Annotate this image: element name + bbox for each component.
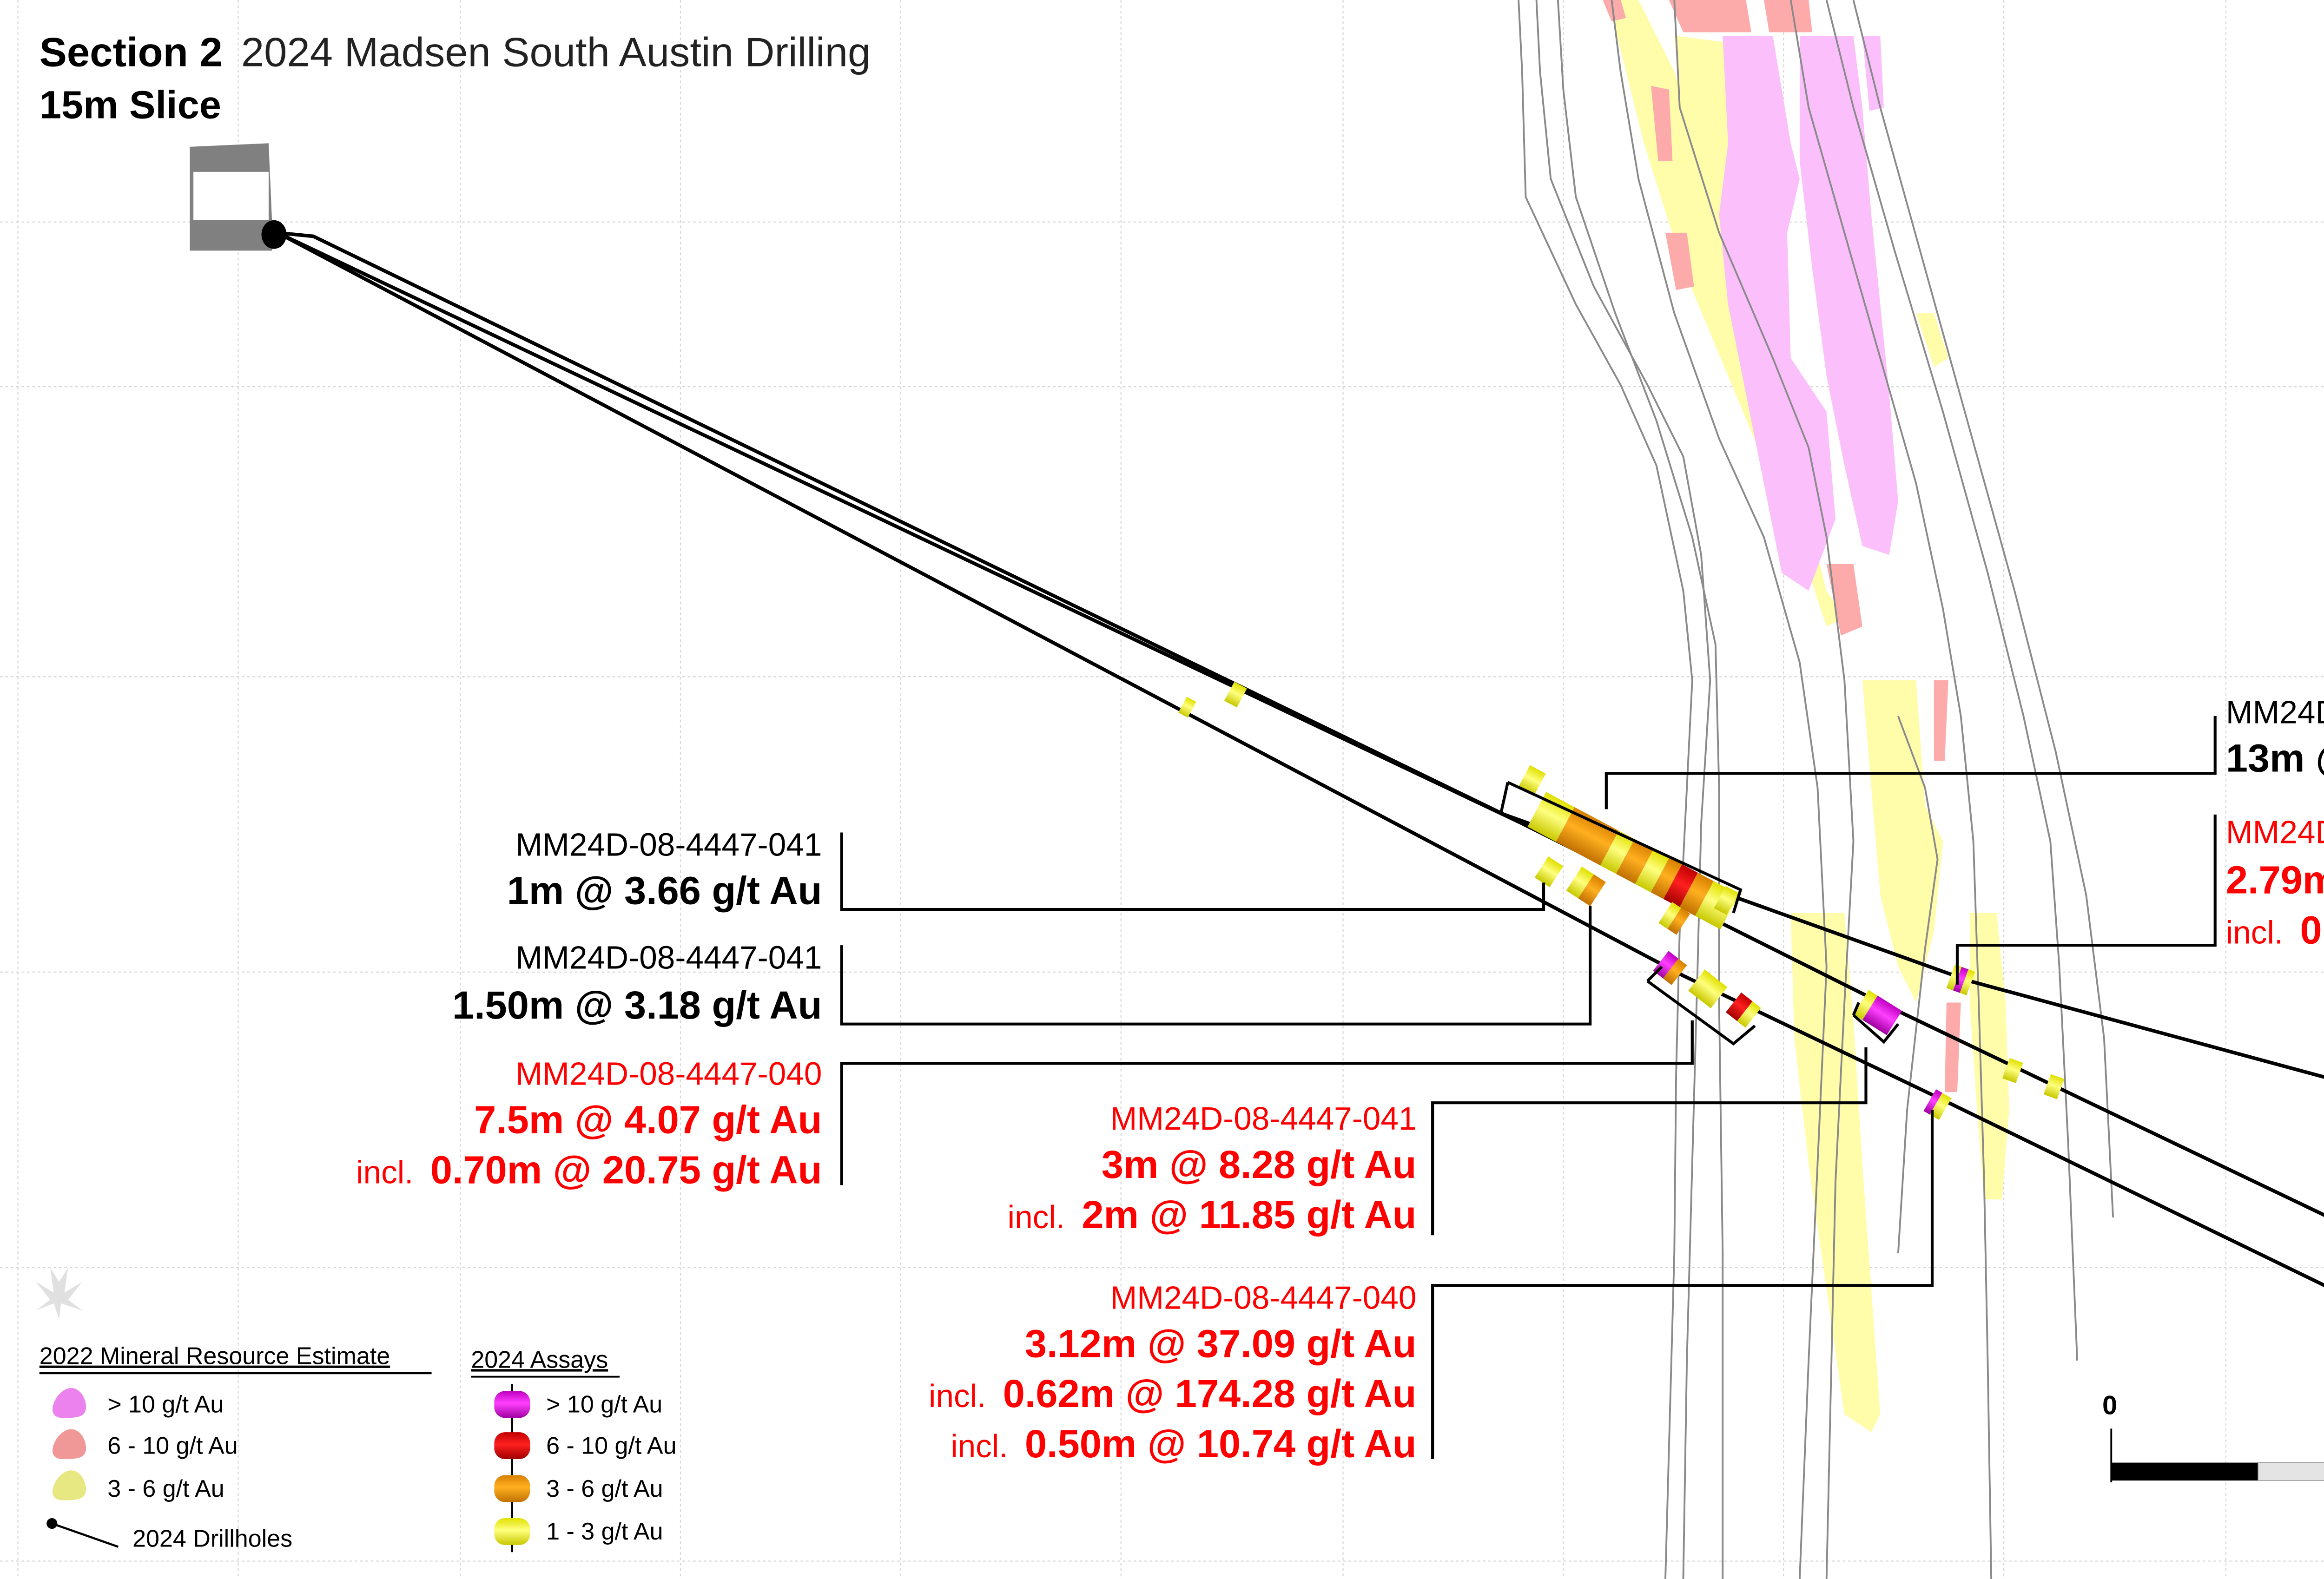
drill-collar xyxy=(190,143,287,251)
title-project: 2024 Madsen South Austin Drilling xyxy=(241,29,871,75)
svg-text:6 - 10 g/t Au: 6 - 10 g/t Au xyxy=(107,1432,238,1459)
leader-lines xyxy=(840,716,2217,1459)
annotation-039-b: MM24D-08-4447-039 2.79m @ 7.48 g/t Au in… xyxy=(2226,814,2324,952)
legend-swatch-assay-1-3 xyxy=(494,1518,530,1545)
svg-text:MM24D-08-4447-041: MM24D-08-4447-041 xyxy=(1110,1100,1416,1137)
svg-text:2.79m @ 7.48 g/t Au: 2.79m @ 7.48 g/t Au xyxy=(2226,857,2324,901)
legend-resource: 2022 Mineral Resource Estimate > 10 g/t … xyxy=(39,1343,432,1553)
svg-text:13m @ 3.00 g/t Au: 13m @ 3.00 g/t Au xyxy=(2226,736,2324,780)
legend-swatch-resource-gt10 xyxy=(52,1388,86,1418)
svg-text:3.12m @ 37.09 g/t Au: 3.12m @ 37.09 g/t Au xyxy=(1025,1321,1417,1365)
svg-text:> 10 g/t Au: > 10 g/t Au xyxy=(546,1391,662,1418)
svg-text:7.5m @ 4.07 g/t Au: 7.5m @ 4.07 g/t Au xyxy=(474,1098,822,1142)
resource-estimate-shapes xyxy=(1603,0,2009,1433)
svg-text:MM24D-08-4447-041: MM24D-08-4447-041 xyxy=(515,827,822,863)
svg-text:1m @ 3.66 g/t Au: 1m @ 3.66 g/t Au xyxy=(507,868,822,913)
title: Section 2 2024 Madsen South Austin Drill… xyxy=(40,29,871,75)
svg-text:2024 Drillholes: 2024 Drillholes xyxy=(132,1526,292,1553)
annotation-039-a: MM24D-08-4447-039 13m @ 3.00 g/t Au xyxy=(2226,694,2324,780)
svg-text:incl. 2m @ 11.85 g/t Au: incl. 2m @ 11.85 g/t Au xyxy=(1008,1192,1417,1237)
legend-swatch-resource-3-6 xyxy=(52,1470,86,1500)
annotation-040-b: MM24D-08-4447-040 3.12m @ 37.09 g/t Au i… xyxy=(929,1279,1416,1466)
annotation-041-a: MM24D-08-4447-041 1m @ 3.66 g/t Au xyxy=(507,827,822,913)
legend-swatch-assay-gt10 xyxy=(494,1391,530,1418)
svg-text:> 10 g/t Au: > 10 g/t Au xyxy=(107,1391,224,1418)
svg-text:3m @ 8.28 g/t Au: 3m @ 8.28 g/t Au xyxy=(1102,1142,1417,1186)
legend-swatch-assay-6-10 xyxy=(494,1432,530,1459)
title-block: Section 2 2024 Madsen South Austin Drill… xyxy=(40,29,871,127)
svg-text:2022 Mineral Resource Estimate: 2022 Mineral Resource Estimate xyxy=(40,1343,390,1370)
svg-text:0: 0 xyxy=(2102,1391,2117,1421)
annotation-040-a: MM24D-08-4447-040 7.5m @ 4.07 g/t Au inc… xyxy=(356,1056,822,1192)
drillhole-040 xyxy=(277,231,2324,1288)
compass-icon xyxy=(36,1267,83,1320)
annotation-041-c: MM24D-08-4447-041 3m @ 8.28 g/t Au incl.… xyxy=(1008,1100,1417,1237)
svg-text:MM24D-08-4447-041: MM24D-08-4447-041 xyxy=(515,939,822,975)
svg-text:1.50m @ 3.18 g/t Au: 1.50m @ 3.18 g/t Au xyxy=(452,983,822,1027)
svg-text:3 - 6 g/t Au: 3 - 6 g/t Au xyxy=(107,1475,224,1502)
legend-assays: 2024 Assays > 10 g/t Au 6 - 10 g/t Au 3 … xyxy=(471,1346,677,1553)
svg-text:MM24D-08-4447-040: MM24D-08-4447-040 xyxy=(515,1056,822,1092)
svg-text:incl. 0.70m @ 20.75 g/t: incl. 0.70m @ 20.75 g/t Au xyxy=(356,1148,822,1192)
svg-text:incl. 0.50m @ 10.74 g/t: incl. 0.50m @ 10.74 g/t Au xyxy=(951,1421,1416,1466)
svg-text:6 - 10 g/t Au: 6 - 10 g/t Au xyxy=(546,1432,676,1459)
svg-text:1 - 3 g/t Au: 1 - 3 g/t Au xyxy=(546,1518,663,1545)
svg-text:2024 Assays: 2024 Assays xyxy=(471,1346,608,1373)
svg-text:incl. 0.62m @ 174.28 g/t: incl. 0.62m @ 174.28 g/t Au xyxy=(929,1371,1416,1415)
scale-bar: 0 20 40 m Azimuth 039 Looking NE xyxy=(2102,1391,2324,1482)
legend-swatch-resource-6-10 xyxy=(52,1429,86,1459)
svg-text:3 - 6 g/t Au: 3 - 6 g/t Au xyxy=(546,1475,663,1502)
subtitle: 15m Slice xyxy=(40,82,221,126)
svg-text:MM24D-08-4447-040: MM24D-08-4447-040 xyxy=(1110,1279,1416,1316)
svg-text:MM24D-08-4447-039: MM24D-08-4447-039 xyxy=(2226,694,2324,730)
legend-swatch-assay-3-6 xyxy=(494,1475,530,1502)
geologic-contours xyxy=(1518,0,2114,1579)
annotation-041-b: MM24D-08-4447-041 1.50m @ 3.18 g/t Au xyxy=(452,939,822,1027)
title-section: Section 2 xyxy=(40,29,223,75)
assay-intervals xyxy=(1178,682,2065,1120)
svg-text:incl. 0.56m @ 32.76 g/t: incl. 0.56m @ 32.76 g/t Au xyxy=(2226,908,2324,952)
svg-text:MM24D-08-4447-039: MM24D-08-4447-039 xyxy=(2226,814,2324,850)
